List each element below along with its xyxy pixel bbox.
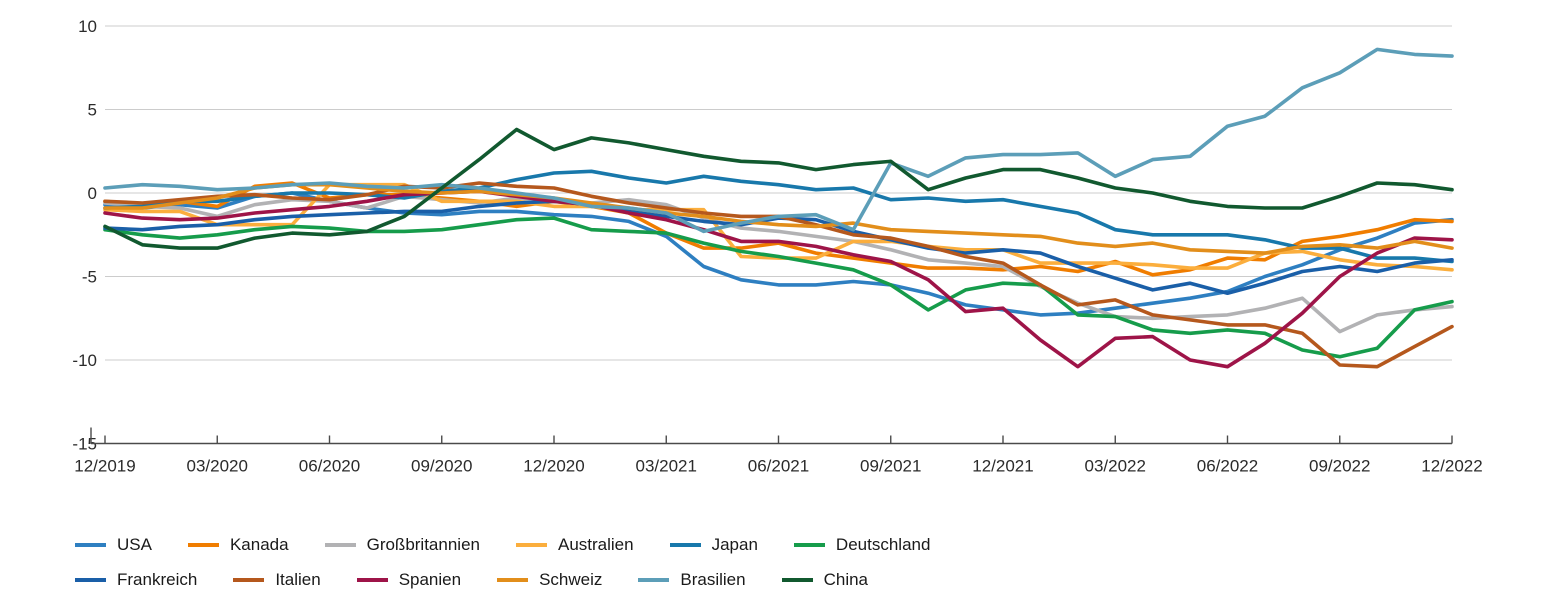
x-axis-tick-label: 03/2022 bbox=[1085, 457, 1146, 476]
legend-item-australien: Australien bbox=[515, 535, 634, 555]
legend-line-swatch bbox=[324, 543, 356, 547]
legend-row-1: USA Kanada Großbritannien Australien Japan De… bbox=[75, 535, 930, 555]
legend-line-swatch bbox=[75, 578, 106, 582]
x-axis-tick-label: 12/2021 bbox=[972, 457, 1033, 476]
legend-item-spanien: Spanien bbox=[356, 570, 462, 590]
legend-line-swatch bbox=[515, 543, 547, 547]
x-axis-tick-label: 06/2020 bbox=[299, 457, 360, 476]
legend-label: Brasilien bbox=[680, 570, 746, 589]
legend-label: Großbritannien bbox=[366, 535, 480, 554]
y-axis-tick-label: 0 bbox=[88, 184, 97, 203]
legend-item-deutschland: Deutschland bbox=[793, 535, 931, 555]
y-axis-tick-label: 10 bbox=[78, 17, 97, 36]
legend-line-swatch bbox=[638, 578, 670, 582]
legend-label: Italien bbox=[275, 570, 321, 589]
legend-line-swatch bbox=[497, 578, 529, 582]
y-axis-tick-label: -10 bbox=[72, 351, 97, 370]
legend-item-schweiz: Schweiz bbox=[497, 570, 602, 590]
x-axis-tick-label: 06/2021 bbox=[748, 457, 809, 476]
series-line-brasilien bbox=[103, 47, 1454, 234]
series-line-japan bbox=[103, 169, 1454, 264]
series-line-spanien bbox=[103, 189, 1454, 369]
x-axis-tick-label: 12/2022 bbox=[1421, 457, 1482, 476]
legend-item-grobritannien: Großbritannien bbox=[324, 535, 480, 555]
x-axis-tick-label: 09/2020 bbox=[411, 457, 472, 476]
series-line-deutschland bbox=[103, 216, 1454, 359]
legend-label: Spanien bbox=[398, 570, 462, 589]
x-axis-tick-label: 06/2022 bbox=[1197, 457, 1258, 476]
legend-line-swatch bbox=[669, 543, 701, 547]
legend-row-2: Frankreich Italien Spanien Schweiz Brasilien… bbox=[75, 570, 930, 590]
y-axis-tick-label: 5 bbox=[88, 101, 97, 120]
legend-label: Schweiz bbox=[539, 570, 603, 589]
legend-label: Australien bbox=[557, 535, 634, 554]
legend-item-china: China bbox=[781, 570, 869, 590]
series-line-china bbox=[103, 127, 1454, 250]
legend-line-swatch bbox=[793, 543, 825, 547]
x-axis-tick-label: 09/2022 bbox=[1309, 457, 1370, 476]
legend-label: Frankreich bbox=[117, 570, 198, 589]
legend-item-kanada: Kanada bbox=[187, 535, 289, 555]
legend-label: USA bbox=[117, 535, 152, 554]
legend-item-italien: Italien bbox=[233, 570, 321, 590]
x-axis-tick-label: 12/2020 bbox=[523, 457, 584, 476]
legend-line-swatch bbox=[233, 578, 265, 582]
legend-item-brasilien: Brasilien bbox=[638, 570, 746, 590]
x-axis-tick-label: 12/2019 bbox=[74, 457, 135, 476]
legend-item-frankreich: Frankreich bbox=[75, 570, 197, 590]
legend-line-swatch bbox=[781, 578, 813, 582]
legend-line-swatch bbox=[187, 543, 219, 547]
x-axis-tick-label: 03/2021 bbox=[636, 457, 697, 476]
x-axis-tick-label: 03/2020 bbox=[187, 457, 248, 476]
legend-line-swatch bbox=[356, 578, 388, 582]
legend-label: China bbox=[823, 570, 869, 589]
legend-label: Japan bbox=[711, 535, 758, 554]
legend-line-swatch bbox=[75, 543, 106, 547]
legend-label: Kanada bbox=[229, 535, 289, 554]
legend-item-usa: USA bbox=[75, 535, 152, 555]
x-axis-tick-label: 09/2021 bbox=[860, 457, 921, 476]
legend-label: Deutschland bbox=[835, 535, 931, 554]
legend-item-japan: Japan bbox=[669, 535, 758, 555]
chart-legend: USA Kanada Großbritannien Australien Japan De… bbox=[75, 535, 930, 605]
y-axis-tick-label: -5 bbox=[82, 268, 97, 287]
